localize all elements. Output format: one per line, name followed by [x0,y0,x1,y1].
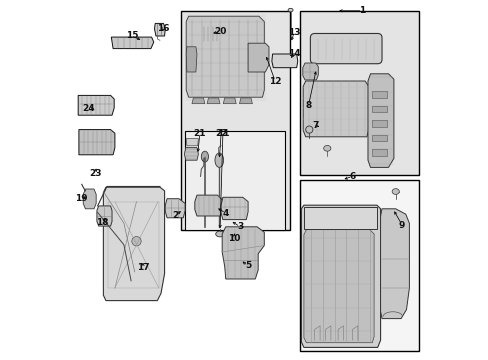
Text: 7: 7 [312,122,318,130]
Polygon shape [367,74,393,167]
Text: 17: 17 [136,263,149,271]
Polygon shape [186,139,198,146]
Polygon shape [165,199,185,218]
Polygon shape [97,206,112,226]
Polygon shape [271,54,297,68]
Text: 21: 21 [193,129,205,138]
Text: 15: 15 [126,31,138,40]
Bar [371,106,386,112]
Text: 10: 10 [228,234,240,243]
Text: 11: 11 [216,129,229,138]
Text: 20: 20 [213,27,226,36]
Text: 22: 22 [214,129,227,138]
Polygon shape [78,95,114,115]
Ellipse shape [305,126,312,133]
Polygon shape [221,197,247,220]
Polygon shape [186,16,264,97]
Polygon shape [303,230,373,343]
Text: 3: 3 [237,222,243,231]
Text: 24: 24 [82,104,95,113]
Text: 2: 2 [172,211,178,220]
Ellipse shape [132,237,141,246]
Ellipse shape [246,268,253,274]
Ellipse shape [323,145,330,151]
Ellipse shape [287,8,292,12]
Polygon shape [247,43,268,72]
Bar [371,149,386,156]
Text: 13: 13 [287,28,300,37]
Polygon shape [186,14,265,101]
Ellipse shape [391,189,399,194]
Bar [185,131,285,230]
Text: 12: 12 [268,77,281,85]
Polygon shape [302,63,318,80]
Text: 23: 23 [89,169,101,178]
Polygon shape [194,195,222,216]
Text: 5: 5 [244,261,251,270]
Ellipse shape [237,237,244,242]
Polygon shape [201,26,219,41]
Text: 18: 18 [96,218,108,227]
Polygon shape [79,130,115,155]
Polygon shape [303,207,376,229]
Ellipse shape [230,268,238,274]
Polygon shape [83,189,96,209]
Ellipse shape [201,151,208,162]
Polygon shape [206,98,220,104]
Bar [181,11,289,230]
Polygon shape [239,98,252,104]
Text: 4: 4 [222,209,228,217]
Polygon shape [223,98,236,104]
Text: 6: 6 [348,172,355,181]
Polygon shape [222,227,264,279]
Bar [371,135,386,141]
Text: 8: 8 [305,100,311,109]
Text: 16: 16 [157,23,169,32]
Ellipse shape [215,231,224,237]
Polygon shape [184,148,198,160]
Text: 1: 1 [359,6,365,15]
Polygon shape [111,37,153,49]
Bar [300,11,418,175]
Text: 9: 9 [398,220,405,230]
Bar [300,180,418,351]
Polygon shape [303,81,368,137]
Bar [371,91,386,98]
Bar [371,120,386,127]
Polygon shape [380,209,408,319]
FancyBboxPatch shape [310,33,381,64]
Polygon shape [301,205,380,347]
Ellipse shape [215,153,223,167]
Text: 14: 14 [287,49,300,58]
Text: 19: 19 [75,194,88,203]
Polygon shape [186,47,197,72]
Polygon shape [103,187,164,301]
Polygon shape [154,23,165,36]
Polygon shape [192,98,204,104]
